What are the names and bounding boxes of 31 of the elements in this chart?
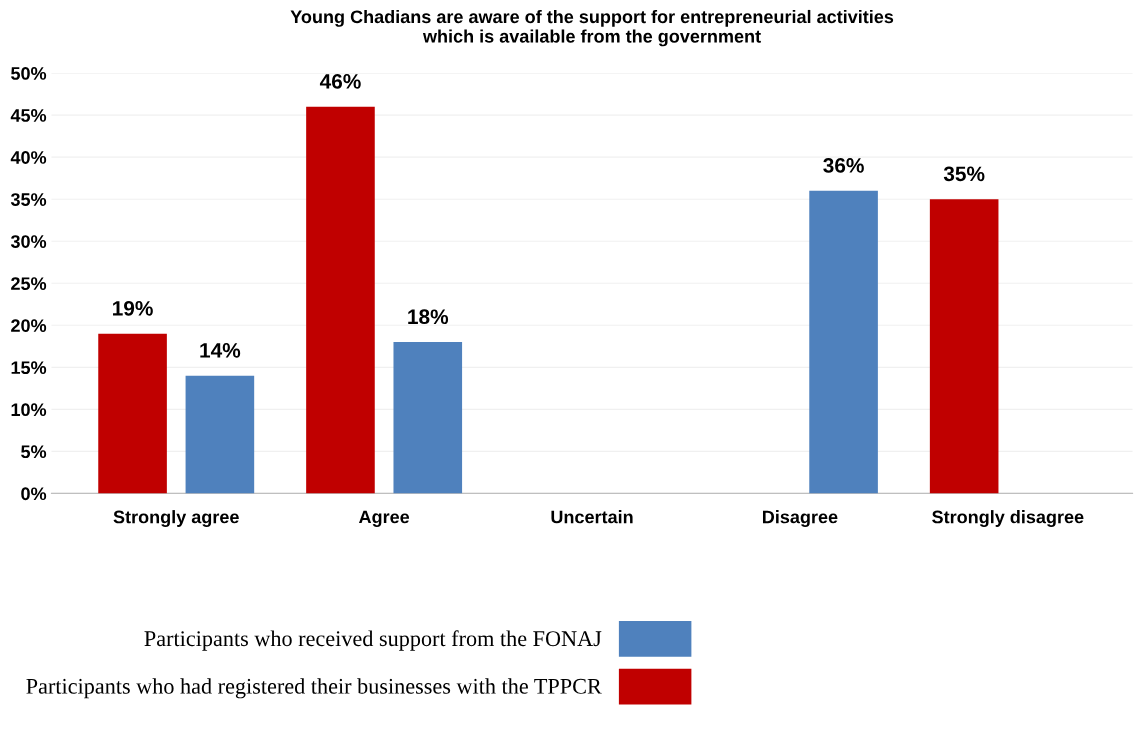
- y-tick-label: 0%: [21, 487, 47, 501]
- bar: [393, 342, 463, 494]
- bar: [98, 333, 167, 494]
- data-label: 14%: [200, 343, 241, 358]
- data-label: 36%: [823, 158, 864, 173]
- y-tick-label: 25%: [11, 277, 47, 290]
- y-tick-label: 10%: [11, 403, 47, 417]
- bar: [809, 190, 878, 494]
- legend-label: Participants who received support from the FONAJ: [144, 630, 602, 651]
- chart-title: Young Chadians are aware of the support for entrepreneurial activities which is available from the government: [290, 9, 894, 47]
- y-tick-label: 20%: [11, 319, 47, 333]
- bar: [929, 199, 999, 494]
- x-tick-label: Strongly disagree: [932, 510, 1084, 527]
- x-tick-label: Agree: [358, 510, 410, 527]
- data-label: 18%: [408, 309, 449, 325]
- bar: [306, 106, 375, 494]
- y-tick-label: 5%: [21, 445, 47, 459]
- data-label: 19%: [113, 300, 153, 316]
- y-tick-label: 35%: [10, 193, 47, 206]
- y-tick-label: 30%: [10, 235, 47, 248]
- x-tick-label: Disagree: [762, 510, 838, 527]
- bar: [185, 375, 255, 494]
- data-label: 35%: [943, 166, 985, 182]
- y-tick-label: 15%: [11, 361, 47, 375]
- y-tick-label: 50%: [11, 67, 47, 80]
- y-tick-label: 40%: [10, 151, 47, 164]
- data-label: 46%: [319, 73, 361, 89]
- x-tick-label: Uncertain: [551, 510, 633, 524]
- legend-label: Participants who had registered their businesses with the TPPCR: [26, 678, 602, 699]
- y-tick-label: 45%: [10, 109, 47, 122]
- x-tick-label: Strongly agree: [113, 510, 239, 527]
